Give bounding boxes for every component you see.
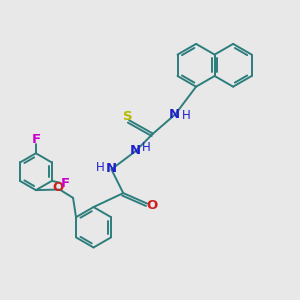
Text: N: N: [169, 108, 180, 121]
Text: H: H: [142, 140, 151, 154]
Text: O: O: [53, 181, 64, 194]
Text: N: N: [130, 144, 141, 158]
Text: O: O: [147, 200, 158, 212]
Text: F: F: [31, 133, 40, 146]
Text: S: S: [123, 110, 133, 123]
Text: F: F: [61, 177, 70, 190]
Text: H: H: [96, 161, 104, 174]
Text: N: N: [106, 162, 117, 175]
Text: H: H: [182, 109, 191, 122]
